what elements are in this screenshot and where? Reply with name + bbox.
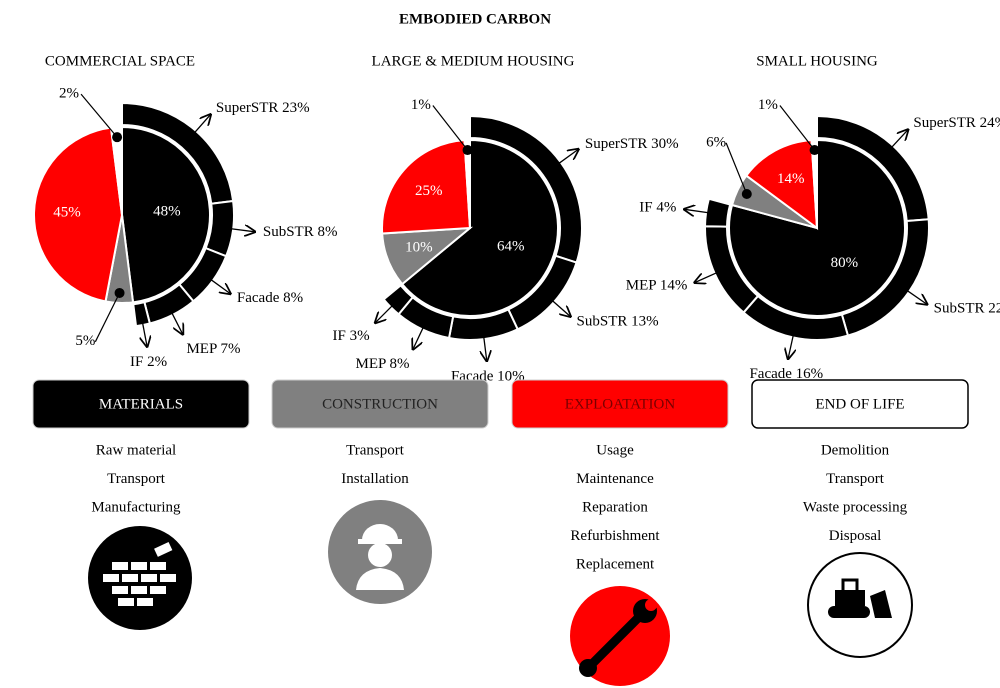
slice-label: 64% [497, 239, 525, 255]
phase-name: MATERIALS [99, 396, 183, 412]
phase-item: Usage [596, 442, 634, 458]
chart-title: COMMERCIAL SPACE [45, 53, 195, 69]
phase-item: Refurbishment [570, 528, 660, 544]
end-of-life-icon [807, 552, 913, 658]
arrow [191, 114, 211, 136]
ring-label: MEP 7% [186, 341, 240, 357]
leader-line [432, 105, 469, 151]
arrow [142, 319, 147, 347]
pie-slice [810, 138, 818, 229]
arrow [413, 323, 426, 349]
phase-box [271, 379, 489, 429]
ring-label: SuperSTR 23% [216, 100, 310, 116]
leader-line [94, 292, 121, 343]
ring-label: MEP 8% [356, 356, 410, 372]
chart-title: LARGE & MEDIUM HOUSING [372, 53, 575, 69]
phase-name: END OF LIFE [815, 396, 904, 412]
pie-slice [463, 138, 471, 229]
slice-label: 45% [53, 205, 81, 221]
leader-line [779, 105, 816, 151]
chart-title: SMALL HOUSING [756, 53, 878, 69]
leader-line [725, 142, 748, 195]
phase-box [511, 379, 729, 429]
exploitation-icon [570, 586, 670, 686]
ring-label: Facade 8% [237, 290, 303, 306]
pie-slice [744, 139, 819, 231]
ring-label: SubSTR 22% [934, 300, 1000, 316]
leader-line [80, 93, 118, 138]
phase-item: Demolition [821, 442, 890, 458]
pie-slice [109, 125, 123, 216]
phase-item: Raw material [96, 442, 176, 458]
arrow [483, 333, 487, 361]
ring-label: Facade 16% [749, 366, 823, 382]
main-title: EMBODIED CARBON [399, 11, 551, 27]
phase-name: CONSTRUCTION [322, 396, 438, 412]
slice-label: 1% [411, 97, 431, 113]
pie-slice [381, 139, 472, 235]
arrow [375, 302, 396, 323]
arrow [695, 270, 721, 282]
arrow [169, 309, 183, 334]
slice-label: 80% [831, 255, 859, 271]
phase-item: Installation [341, 471, 409, 487]
arrow [207, 276, 231, 293]
slice-label: 1% [758, 97, 778, 113]
phase-box [32, 379, 250, 429]
ring-label: SuperSTR 24% [913, 115, 1000, 131]
slice-label: 48% [153, 204, 181, 220]
phase-item: Manufacturing [91, 499, 181, 515]
arrow [903, 287, 927, 304]
phase-box [751, 379, 969, 429]
phase-item: Waste processing [803, 499, 908, 515]
slice-label: 10% [405, 240, 433, 256]
materials-icon [88, 526, 192, 630]
slice-label: 2% [59, 86, 79, 102]
arrow [888, 130, 908, 151]
slice-label: 14% [777, 171, 805, 187]
ring-segment [132, 300, 152, 328]
phase-item: Transport [826, 471, 885, 487]
ring-label: IF 3% [332, 328, 369, 344]
pie-slice [400, 138, 559, 317]
phase-item: Disposal [829, 528, 882, 544]
pie-slice [33, 126, 124, 303]
construction-icon [328, 500, 432, 604]
arrow [788, 331, 794, 358]
phase-item: Replacement [576, 556, 655, 572]
slice-label: 5% [75, 333, 95, 349]
arrow [227, 228, 255, 232]
arrow [549, 297, 571, 317]
ring-label: IF 4% [639, 200, 676, 216]
ring-segment [703, 197, 732, 228]
slice-label: 25% [415, 183, 443, 199]
ring-label: MEP 14% [626, 277, 688, 293]
phase-item: Maintenance [576, 471, 654, 487]
ring-label: SuperSTR 30% [585, 136, 679, 152]
ring-label: IF 2% [130, 354, 167, 370]
arrow [555, 149, 579, 167]
phase-item: Transport [346, 442, 405, 458]
ring-label: SubSTR 13% [577, 313, 659, 329]
ring-label: SubSTR 8% [263, 224, 338, 240]
phase-item: Transport [107, 471, 166, 487]
slice-label: 6% [706, 134, 726, 150]
phase-name: EXPLOATATION [565, 396, 676, 412]
pie-slice [121, 125, 211, 304]
phase-item: Reparation [582, 499, 648, 515]
arrow [684, 209, 713, 213]
